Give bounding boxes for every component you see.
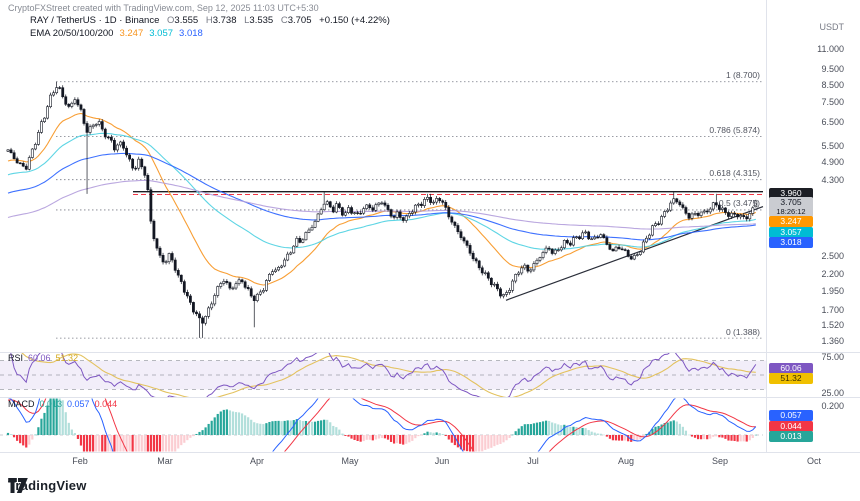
indicator-value: 3.247 <box>119 28 144 39</box>
high-label: H <box>205 15 213 26</box>
indicator-value: 51.32 <box>55 353 79 363</box>
price-label-3.960: 3.960 <box>769 187 813 199</box>
ema-label: EMA 20/50/100/200 <box>30 28 114 39</box>
fib-level-label: 0 (1.388) <box>725 326 760 337</box>
low-label: L <box>244 15 250 26</box>
rsi-tick: 25.00 <box>821 388 844 398</box>
macd-signal-line[interactable] <box>7 333 756 501</box>
macd-label: MACD <box>8 399 35 409</box>
price-axis-currency: USDT <box>819 22 845 32</box>
rsi-tick: 75.00 <box>821 352 844 362</box>
rsi-ma-line[interactable] <box>8 345 756 399</box>
symbol-title[interactable]: RAY / TetherUS · 1D · Binance <box>30 15 160 26</box>
indicator-value: 60.06 <box>28 353 51 363</box>
ema-indicator-row[interactable]: EMA 20/50/100/200 3.247 3.057 3.018 <box>30 28 203 39</box>
time-axis-label-Oct[interactable]: Oct <box>806 456 822 466</box>
ema-50-line[interactable] <box>7 132 756 250</box>
fib-level-label: 1 (8.700) <box>725 70 760 81</box>
price-tick: 2.500 <box>821 250 844 261</box>
ema-values: 3.247 3.057 3.018 <box>113 28 202 39</box>
rsi-line[interactable] <box>8 344 757 401</box>
close-label: C <box>280 15 288 26</box>
price-tick: 4.900 <box>821 156 844 167</box>
price-tick: 9.500 <box>821 64 844 75</box>
price-tick: 7.500 <box>821 97 844 108</box>
tradingview-logo[interactable]: TradingView <box>8 478 87 493</box>
time-axis-label-Mar[interactable]: Mar <box>157 456 173 466</box>
price-tick: 5.500 <box>821 140 844 151</box>
rsi-value-label: 51.32 <box>769 372 813 384</box>
change-value: +0.150 (+4.22%) <box>319 15 390 26</box>
time-axis-label-Aug[interactable]: Aug <box>617 456 635 466</box>
macd-value-label: 0.013 <box>769 431 813 442</box>
tradingview-logo-icon <box>8 478 28 493</box>
indicator-value: 0.057 <box>67 399 90 409</box>
high-value: 3.738 <box>212 15 237 26</box>
tradingview-logo-text: TradingView <box>8 478 87 493</box>
price-tick: 6.500 <box>821 117 844 128</box>
candlestick-series[interactable] <box>6 81 758 338</box>
price-label-3.057: 3.057 <box>769 226 813 238</box>
ema-100-line[interactable] <box>7 152 756 241</box>
indicator-value: 3.018 <box>179 28 203 39</box>
price-tick: 1.950 <box>821 285 844 296</box>
fib-level-label: 0.786 (5.874) <box>709 125 760 136</box>
rsi-label: RSI <box>8 353 24 363</box>
time-axis-label-Feb[interactable]: Feb <box>72 456 88 466</box>
price-tick: 1.360 <box>821 335 844 346</box>
price-tick: 8.500 <box>821 80 844 90</box>
close-value: 3.705 <box>287 15 312 26</box>
macd-value-label: 0.044 <box>769 420 813 432</box>
time-axis-label-Sep[interactable]: Sep <box>711 456 729 466</box>
open-value: 3.555 <box>174 15 199 26</box>
symbol-info-bar[interactable]: RAY / TetherUS · 1D · Binance O3.555 H3.… <box>30 15 390 26</box>
macd-indicator-row[interactable]: MACD 0.013 0.057 0.044 <box>8 399 117 409</box>
time-axis-label-Jun[interactable]: Jun <box>434 456 450 466</box>
macd-value-label: 0.057 <box>769 410 813 421</box>
open-label: O <box>167 15 175 26</box>
price-tick: 1.700 <box>821 304 844 315</box>
fib-level-label: 0.618 (4.315) <box>709 168 760 179</box>
ema-20-line[interactable] <box>7 112 757 286</box>
time-axis-label-May[interactable]: May <box>341 456 359 466</box>
price-tick: 2.200 <box>821 268 844 279</box>
price-label-3.705: 3.705 18:26:12 <box>769 197 813 217</box>
price-label-3.018: 3.018 <box>769 237 813 248</box>
indicator-value: 0.044 <box>94 399 118 409</box>
price-tick: 4.300 <box>821 175 844 186</box>
rsi-value-label: 60.06 <box>769 362 813 374</box>
time-axis-label-Jul[interactable]: Jul <box>527 456 539 466</box>
rsi-indicator-row[interactable]: RSI 60.06 51.32 <box>8 353 78 363</box>
ema-200-line[interactable] <box>7 179 756 230</box>
low-value: 3.535 <box>249 15 274 26</box>
fib-level-label: 0.5 (3.475) <box>718 198 760 209</box>
macd-histogram <box>6 398 757 452</box>
indicator-value: 0.013 <box>39 399 63 409</box>
price-label-3.247: 3.247 <box>769 216 813 227</box>
macd-values: 0.013 0.057 0.044 <box>35 399 118 409</box>
rsi-values: 60.06 51.32 <box>23 353 78 363</box>
watermark: CryptoFXStreet created with TradingView.… <box>8 3 319 13</box>
macd-line[interactable] <box>7 309 757 501</box>
price-tick: 11.000 <box>817 44 844 54</box>
indicator-value: 3.057 <box>149 28 174 39</box>
price-tick: 1.520 <box>821 320 844 331</box>
macd-tick: 0.200 <box>821 401 844 411</box>
time-axis-label-Apr[interactable]: Apr <box>249 456 265 466</box>
